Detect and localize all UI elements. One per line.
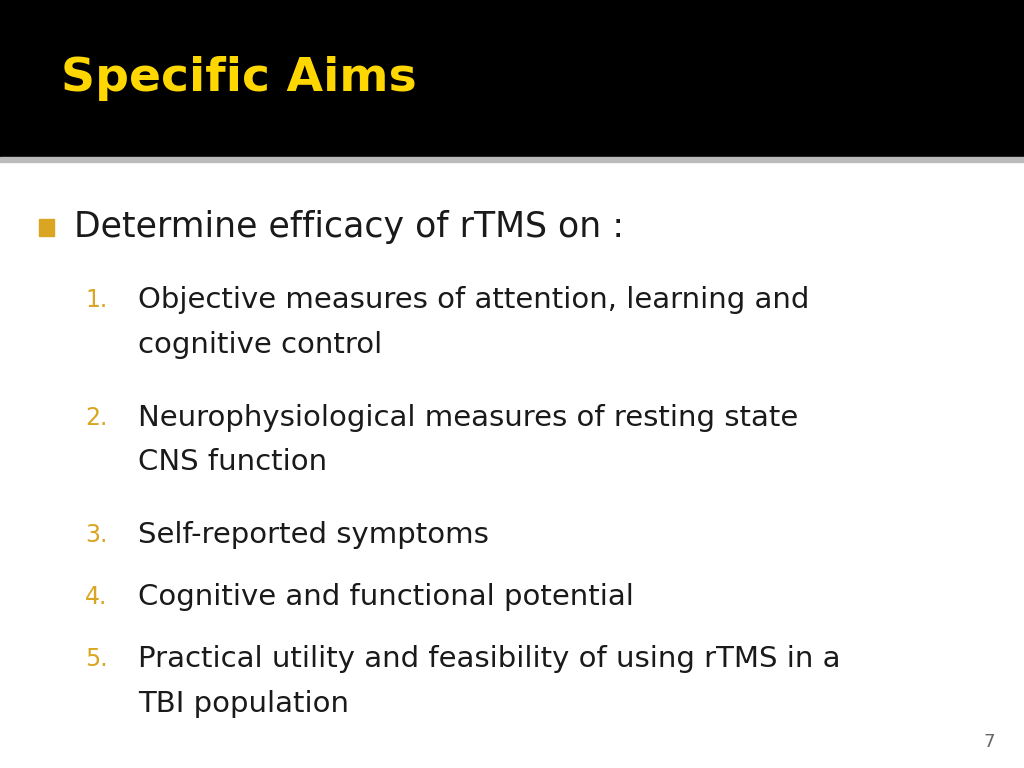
Text: cognitive control: cognitive control (138, 331, 383, 359)
Text: Objective measures of attention, learning and: Objective measures of attention, learnin… (138, 286, 810, 314)
Text: Determine efficacy of rTMS on :: Determine efficacy of rTMS on : (74, 210, 624, 244)
Text: 5.: 5. (85, 647, 108, 671)
Text: Practical utility and feasibility of using rTMS in a: Practical utility and feasibility of usi… (138, 645, 841, 674)
Text: Self-reported symptoms: Self-reported symptoms (138, 521, 489, 549)
Text: 7: 7 (984, 733, 995, 751)
Text: CNS function: CNS function (138, 449, 328, 476)
Text: 3.: 3. (85, 523, 108, 548)
Bar (39, 219, 53, 236)
Text: Cognitive and functional potential: Cognitive and functional potential (138, 584, 634, 611)
Text: 2.: 2. (85, 406, 108, 430)
Text: TBI population: TBI population (138, 690, 349, 718)
Text: Specific Aims: Specific Aims (61, 56, 417, 101)
Text: 4.: 4. (85, 585, 108, 609)
Text: 1.: 1. (85, 288, 108, 313)
Text: Neurophysiological measures of resting state: Neurophysiological measures of resting s… (138, 404, 799, 432)
